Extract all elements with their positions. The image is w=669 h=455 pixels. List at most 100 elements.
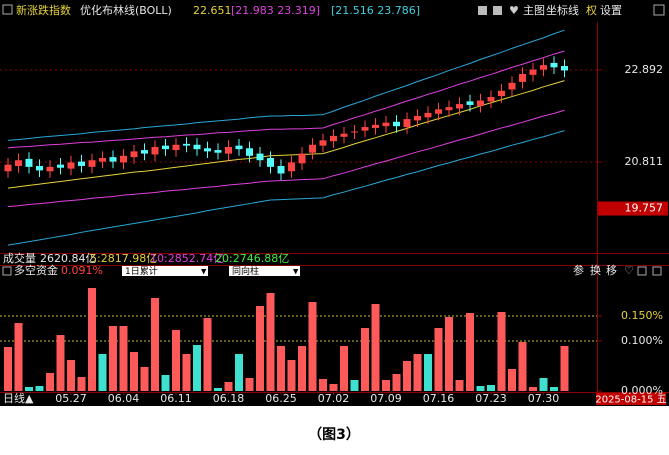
candle-body <box>288 162 295 172</box>
candle-body <box>456 104 463 109</box>
bar <box>298 346 306 391</box>
bar <box>266 293 275 391</box>
toolbar-button[interactable]: 坐标线 <box>546 3 579 17</box>
candle-body <box>99 158 106 162</box>
candle-body <box>141 150 148 154</box>
candle-body <box>4 164 12 172</box>
bar <box>455 380 464 391</box>
candle-body <box>403 119 411 128</box>
dropdown-text[interactable]: 同向柱 <box>232 265 259 277</box>
bar <box>151 298 159 391</box>
bar <box>35 386 44 391</box>
indicator-value: [21.516 23.786] <box>331 4 420 17</box>
candle-body <box>498 90 505 97</box>
help-icon[interactable] <box>2 266 12 276</box>
bar <box>434 328 443 391</box>
bar <box>497 312 506 391</box>
y-tick-label: 0.150% <box>621 309 663 322</box>
candle-body <box>25 158 33 167</box>
bar <box>329 384 338 391</box>
candle-body <box>372 124 379 128</box>
bar <box>130 352 138 391</box>
toolbar-button[interactable]: 主图 <box>523 4 545 17</box>
candle-body <box>519 73 526 82</box>
bar <box>445 317 453 391</box>
band-line <box>7 130 565 246</box>
bar <box>539 378 548 391</box>
bar <box>56 335 65 391</box>
candle-body <box>172 144 180 151</box>
candle-body <box>561 66 568 71</box>
candle-body <box>57 164 64 168</box>
x-tick-label: 06.18 <box>213 392 245 405</box>
toolbar-button[interactable]: 设置 <box>600 4 622 17</box>
bar <box>245 378 254 391</box>
dropdown-text[interactable]: 1日累计 <box>125 265 158 277</box>
bar <box>403 361 411 391</box>
candle-body <box>246 148 253 156</box>
bar <box>172 330 180 391</box>
candle-body <box>277 165 285 174</box>
chart-title: 新涨跌指数 <box>16 3 71 17</box>
favorite-icon[interactable]: ♡ <box>624 264 634 277</box>
help-icon[interactable] <box>2 4 13 15</box>
x-tick-label: 05.27 <box>55 392 87 405</box>
bar <box>413 354 422 391</box>
bar <box>550 387 558 391</box>
candle-body <box>46 166 54 172</box>
bar <box>560 346 569 391</box>
bar <box>508 369 516 391</box>
candle-body <box>193 144 201 150</box>
caption: （图3） <box>308 427 360 443</box>
bar <box>424 354 432 391</box>
toolbar-button[interactable]: 换 <box>590 263 601 277</box>
y-tick-label: 22.892 <box>625 63 664 76</box>
dropdown-arrow[interactable]: ▼ <box>201 268 207 276</box>
candle-body <box>445 107 453 111</box>
bar <box>88 288 96 391</box>
bar <box>277 346 285 391</box>
volume-ma: 20:2746.88亿 <box>215 252 289 265</box>
toolbar-button[interactable]: 移 <box>606 264 617 277</box>
date-box <box>596 393 666 405</box>
bar <box>361 328 369 391</box>
candle-body <box>78 161 85 166</box>
favorite-icon[interactable]: ♥ <box>509 4 519 17</box>
dropdown-arrow[interactable]: ▼ <box>293 268 299 276</box>
bar <box>203 318 212 391</box>
toolbar-button[interactable]: 权 <box>586 4 597 17</box>
price-marker-box <box>598 201 668 216</box>
candle-body <box>424 112 432 118</box>
bar <box>25 387 33 391</box>
subchart-title: 多空资金 <box>14 263 58 277</box>
bar <box>224 382 233 391</box>
bar <box>319 379 327 391</box>
zoom-out-icon[interactable] <box>493 6 502 15</box>
dropdown[interactable] <box>122 266 208 276</box>
bar <box>182 354 191 391</box>
bar <box>214 388 222 391</box>
candle-body <box>88 160 96 167</box>
bar <box>350 380 359 391</box>
y-tick-label: 20.811 <box>625 155 664 168</box>
candle-body <box>414 116 421 121</box>
zoom-in-icon[interactable] <box>478 6 487 15</box>
close-icon[interactable] <box>652 266 662 276</box>
maximize-icon[interactable] <box>637 266 647 276</box>
candle-body <box>382 122 390 127</box>
candle-body <box>214 150 222 153</box>
bar <box>67 360 75 391</box>
cursor-date: 2025-08-15 五 <box>595 395 666 406</box>
band-line <box>7 50 565 149</box>
bar <box>371 304 380 391</box>
indicator-name: 优化布林线(BOLL) <box>80 3 172 17</box>
maximize-icon[interactable] <box>653 4 665 16</box>
toolbar-button[interactable]: 参 <box>573 263 584 277</box>
candle-body <box>393 121 400 127</box>
bar <box>140 367 149 391</box>
candle-body <box>225 146 232 154</box>
dropdown[interactable] <box>229 266 300 276</box>
candle-body <box>309 144 316 153</box>
candle-body <box>120 155 127 163</box>
